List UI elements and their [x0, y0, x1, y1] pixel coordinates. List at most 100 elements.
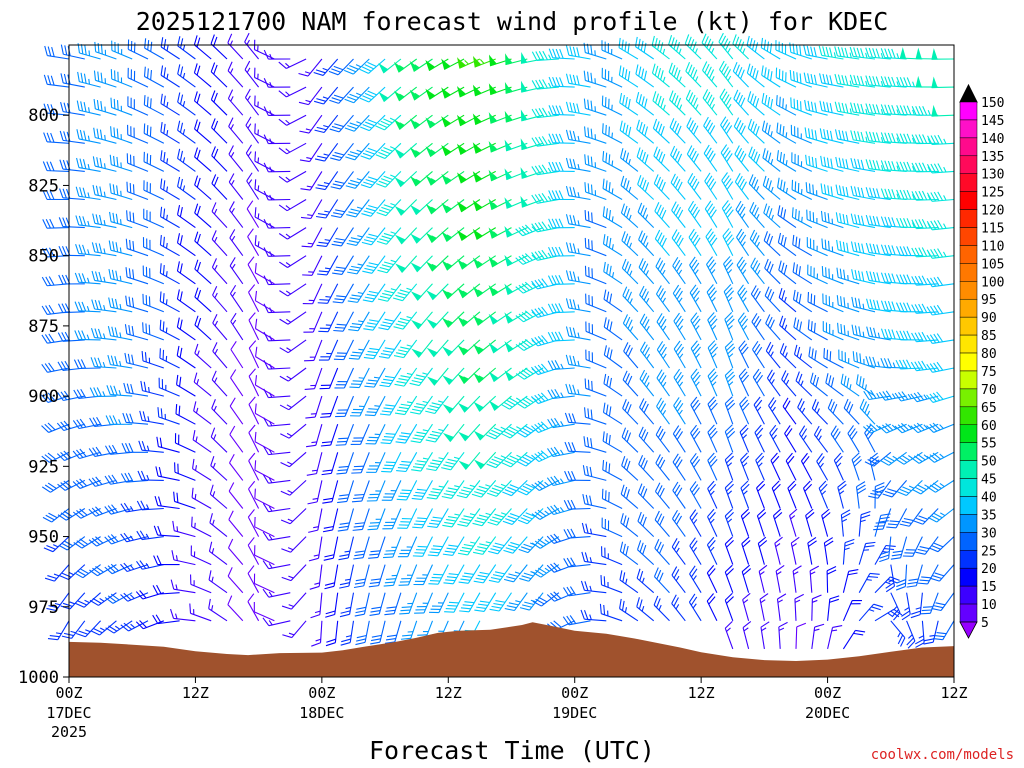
wind-barb [621, 427, 639, 453]
wind-barb [515, 253, 544, 265]
wind-barb [458, 423, 481, 442]
wind-barb [122, 412, 149, 425]
wind-barb [442, 339, 465, 357]
wind-barb [737, 284, 750, 313]
wind-barb [308, 508, 323, 533]
wind-barb [768, 397, 781, 425]
wind-barb [619, 120, 639, 144]
wind-barb [314, 114, 339, 134]
wind-barb [152, 584, 180, 595]
wind-barb [926, 163, 955, 174]
wind-barb [885, 564, 896, 593]
wind-barb [244, 88, 260, 116]
wind-barb [851, 269, 876, 285]
wind-barb [724, 452, 734, 481]
wind-barb [127, 67, 149, 88]
wind-barb [254, 460, 275, 481]
wind-barb [654, 510, 670, 537]
wind-barb [738, 340, 750, 369]
wind-barb [108, 268, 133, 285]
colorbar-swatch [959, 119, 978, 139]
wind-barb [724, 396, 736, 425]
speed-colorbar: 1501451401351301251201151101051009590858… [959, 83, 1004, 639]
wind-barb [353, 536, 370, 560]
wind-barb [441, 451, 465, 471]
wind-barb [927, 508, 955, 523]
wind-barb [210, 62, 228, 88]
wind-barb [602, 123, 623, 144]
wind-barb [364, 395, 386, 417]
wind-barb [254, 488, 275, 509]
wind-barb [706, 536, 718, 565]
wind-barb [689, 284, 702, 313]
wind-barb [792, 262, 813, 285]
wind-barb [769, 424, 781, 453]
wind-barb [488, 564, 512, 583]
colorbar-swatch [959, 298, 978, 318]
wind-barb [472, 227, 496, 240]
wind-barb [652, 118, 670, 144]
wind-barb [671, 229, 686, 257]
wind-barb [263, 134, 291, 145]
colorbar-swatch [959, 550, 978, 569]
wind-barb [838, 349, 860, 369]
colorbar-swatch [959, 352, 978, 372]
wind-barb [671, 538, 686, 565]
wind-barb [706, 593, 718, 622]
wind-barb [620, 484, 639, 509]
wind-barb [890, 592, 901, 621]
wind-barb [88, 536, 117, 547]
wind-barb [280, 423, 307, 439]
wind-barb [160, 65, 180, 88]
wind-barb [747, 118, 765, 144]
wind-barb [563, 499, 591, 510]
x-tick-label: 12Z [182, 684, 209, 702]
wind-barb [488, 227, 512, 239]
wind-barb [620, 175, 639, 200]
wind-barb [897, 480, 923, 497]
wind-barb [247, 565, 260, 593]
wind-barb [318, 311, 339, 333]
wind-barb [926, 191, 955, 202]
wind-barb [278, 86, 307, 98]
wind-barb [531, 450, 560, 463]
x-tick-label: 00Z [561, 684, 588, 702]
wind-barb [487, 508, 512, 526]
x-tick-date: 18DEC [299, 704, 344, 722]
wind-barb [159, 319, 180, 341]
wind-barb [177, 148, 196, 172]
wind-barb [800, 452, 813, 481]
wind-barb [263, 106, 291, 116]
wind-barb [365, 423, 386, 445]
wind-barb [865, 75, 891, 88]
wind-barb [247, 593, 260, 622]
colorbar-label: 85 [981, 329, 997, 344]
wind-barb [348, 311, 370, 332]
wind-barb [673, 397, 686, 425]
wind-barb [303, 311, 323, 333]
wind-barb [581, 551, 607, 566]
wind-barb [548, 105, 575, 116]
wind-barb [756, 508, 767, 537]
wind-barb [156, 436, 180, 453]
wind-barb [701, 33, 718, 60]
wind-barb [740, 508, 751, 537]
wind-barb [834, 73, 860, 88]
wind-barb [120, 620, 149, 632]
wind-barb [656, 341, 670, 369]
wind-barb [926, 391, 955, 403]
wind-barb [855, 481, 867, 509]
wind-barb [211, 118, 228, 144]
wind-barb [618, 65, 639, 88]
wind-barb [160, 178, 180, 200]
wind-barb [254, 207, 275, 229]
wind-barb [61, 620, 86, 639]
wind-barb [791, 152, 813, 172]
wind-barb [755, 452, 765, 481]
wind-barb [807, 291, 828, 313]
wind-barb [880, 48, 907, 60]
wind-barb [750, 285, 765, 313]
wind-barb [456, 170, 481, 184]
wind-barb [532, 564, 560, 578]
wind-barb [208, 598, 228, 622]
